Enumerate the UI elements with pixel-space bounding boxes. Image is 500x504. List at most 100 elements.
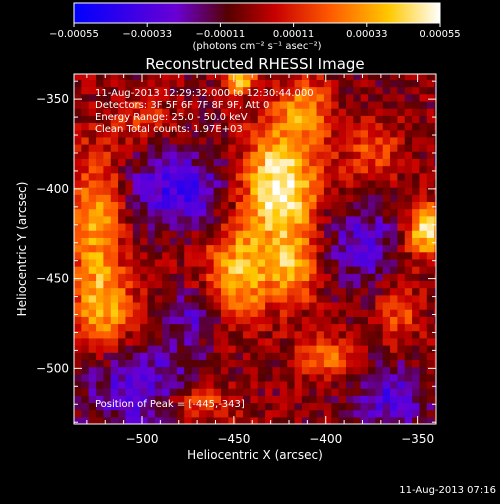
heatmap-cell [243, 316, 252, 325]
heatmap-cell [213, 108, 222, 116]
heatmap-cell [118, 230, 127, 238]
heatmap-cell [198, 144, 207, 152]
heatmap-cell [404, 294, 413, 303]
heatmap-cell [132, 273, 141, 282]
heatmap-cell [169, 352, 178, 360]
heatmap-cell [169, 316, 178, 325]
heatmap-cell [338, 409, 347, 418]
heatmap-cell [147, 366, 156, 375]
heatmap-cell [353, 108, 362, 116]
heatmap-cell [228, 187, 237, 195]
heatmap-cell [279, 373, 288, 382]
heatmap-cell [221, 215, 229, 224]
heatmap-cell [309, 287, 318, 296]
heatmap-cell [132, 86, 141, 95]
heatmap-cell [257, 222, 266, 231]
heatmap-cell [154, 359, 163, 368]
heatmap-cell [206, 86, 215, 95]
heatmap-cell [434, 244, 436, 253]
heatmap-cell [228, 323, 237, 332]
heatmap-cell [323, 251, 332, 260]
heatmap-cell [154, 108, 163, 116]
heatmap-cell [316, 273, 325, 282]
heatmap-cell [382, 208, 391, 217]
heatmap-cell [382, 330, 391, 339]
heatmap-cell [294, 222, 303, 231]
heatmap-cell [404, 287, 413, 296]
heatmap-cell [323, 136, 332, 145]
heatmap-cell [316, 330, 325, 339]
heatmap-cell [382, 129, 391, 138]
heatmap-cell [382, 115, 391, 124]
heatmap-cell [353, 266, 362, 274]
heatmap-cell [140, 280, 149, 289]
heatmap-cell [250, 287, 259, 296]
heatmap-cell [103, 323, 112, 332]
heatmap-cell [206, 237, 215, 246]
heatmap-cell [345, 352, 354, 360]
heatmap-cell [110, 323, 119, 332]
heatmap-cell [110, 330, 119, 339]
heatmap-cell [338, 244, 347, 253]
heatmap-cell [176, 416, 185, 424]
heatmap-cell [243, 366, 252, 375]
heatmap-cell [235, 388, 244, 396]
heatmap-cell [309, 230, 318, 238]
heatmap-cell [368, 352, 376, 360]
heatmap-cell [287, 215, 296, 224]
heatmap-cell [250, 294, 259, 303]
heatmap-cell [125, 144, 134, 152]
heatmap-cell [345, 179, 354, 188]
heatmap-cell [353, 158, 362, 167]
heatmap-cell [110, 251, 119, 260]
heatmap-cell [360, 179, 369, 188]
heatmap-cell [125, 165, 134, 174]
heatmap-cell [96, 194, 105, 203]
heatmap-cell [287, 237, 296, 246]
heatmap-cell [419, 330, 428, 339]
annotation-energy: Energy Range: 25.0 - 50.0 keV [95, 112, 248, 123]
heatmap-cell [125, 309, 134, 317]
heatmap-cell [316, 165, 325, 174]
heatmap-cell [265, 366, 274, 375]
heatmap-cell [198, 323, 207, 332]
heatmap-cell [309, 402, 318, 411]
heatmap-cell [331, 93, 340, 102]
heatmap-cell [419, 366, 428, 375]
heatmap-cell [309, 115, 318, 124]
heatmap-cell [331, 301, 340, 310]
heatmap-cell [309, 388, 318, 396]
heatmap-cell [96, 373, 105, 382]
heatmap-cell [338, 273, 347, 282]
heatmap-cell [169, 388, 178, 396]
heatmap-cell [154, 194, 163, 203]
heatmap-cell [154, 158, 163, 167]
heatmap-cell [360, 323, 369, 332]
heatmap-cell [353, 187, 362, 195]
heatmap-cell [345, 409, 354, 418]
heatmap-cell [103, 151, 112, 159]
heatmap-cell [176, 359, 185, 368]
heatmap-cell [198, 409, 207, 418]
heatmap-cell [184, 395, 193, 404]
heatmap-cell [140, 337, 149, 346]
heatmap-cell [390, 345, 399, 353]
heatmap-cell [272, 86, 281, 95]
heatmap-cell [235, 373, 244, 382]
heatmap-cell [279, 258, 288, 267]
heatmap-cell [309, 86, 318, 95]
heatmap-cell [221, 179, 229, 188]
heatmap-cell [191, 165, 200, 174]
heatmap-cell [382, 222, 391, 231]
heatmap-cell [331, 108, 340, 116]
heatmap-cell [132, 115, 141, 124]
heatmap-cell [132, 179, 141, 188]
heatmap-cell [162, 323, 171, 332]
heatmap-cell [96, 388, 105, 396]
heatmap-cell [103, 402, 112, 411]
heatmap-cell [287, 366, 296, 375]
heatmap-cell [132, 373, 141, 382]
heatmap-cell [176, 79, 185, 88]
heatmap-cell [118, 402, 127, 411]
heatmap-cell [345, 215, 354, 224]
